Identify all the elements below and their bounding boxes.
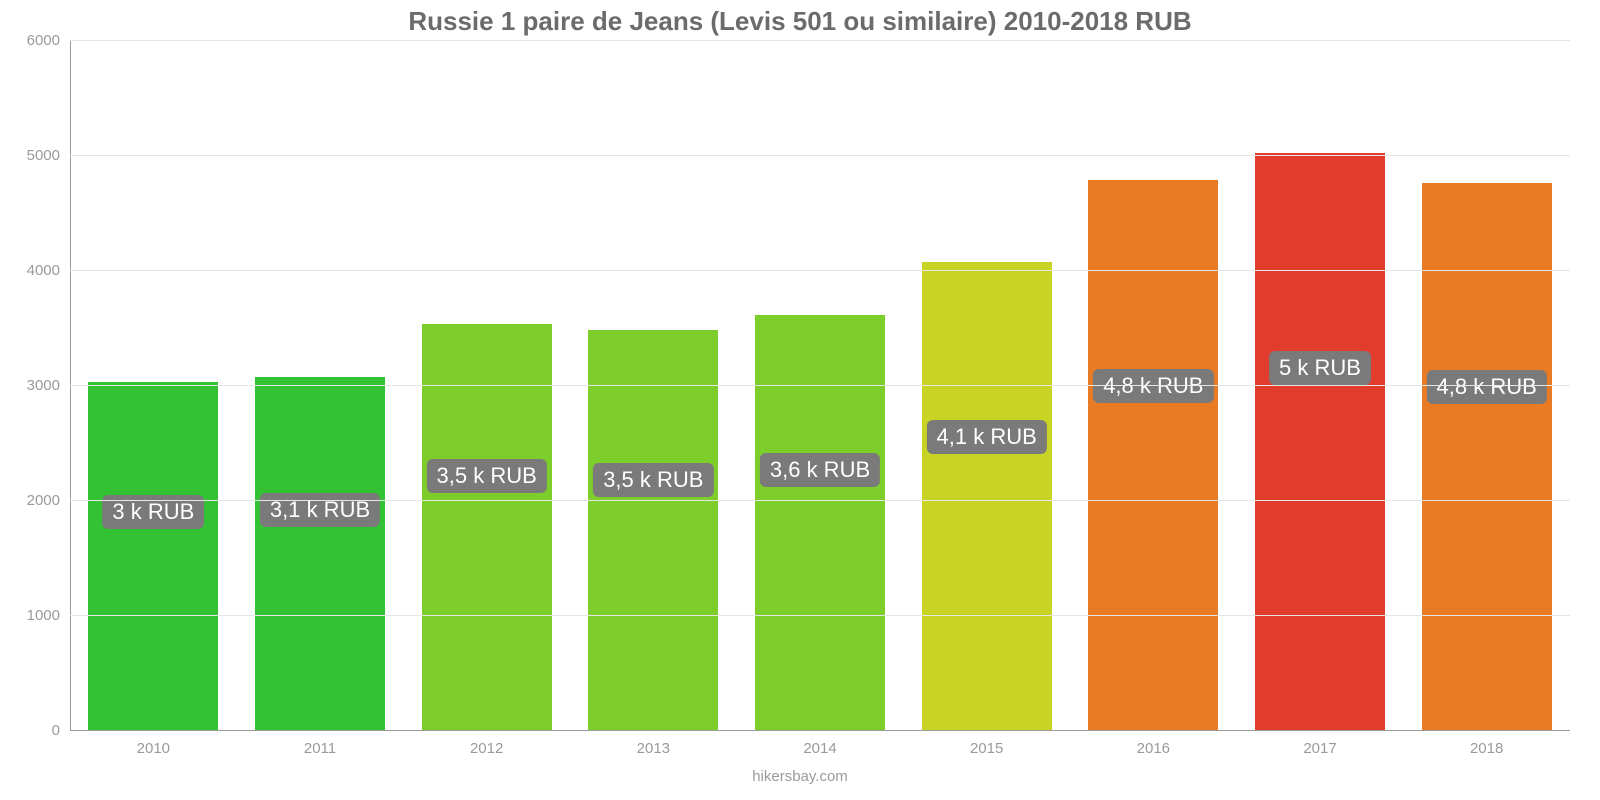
bar: [1255, 153, 1385, 730]
chart-title: Russie 1 paire de Jeans (Levis 501 ou si…: [0, 6, 1600, 37]
x-axis-line: [70, 730, 1570, 731]
x-tick-label: 2014: [803, 740, 836, 757]
x-tick-label: 2018: [1470, 740, 1503, 757]
bar: [588, 330, 718, 730]
y-tick-label: 3000: [0, 377, 60, 394]
x-tick-label: 2012: [470, 740, 503, 757]
x-axis: 2010 2011 2012 2013 2014 2015 2016 2017 2018: [70, 740, 1570, 770]
grid-line: [70, 270, 1570, 271]
bar-value-label: 3,5 k RUB: [593, 463, 713, 497]
bar: [1088, 180, 1218, 730]
bar-value-label: 4,1 k RUB: [927, 420, 1047, 454]
grid-line: [70, 40, 1570, 41]
grid-line: [70, 155, 1570, 156]
y-tick-label: 5000: [0, 147, 60, 164]
bar-value-label: 3,6 k RUB: [760, 453, 880, 487]
source-credit: hikersbay.com: [0, 768, 1600, 785]
y-tick-label: 1000: [0, 607, 60, 624]
bar: [755, 315, 885, 730]
x-tick-label: 2016: [1137, 740, 1170, 757]
y-tick-label: 2000: [0, 492, 60, 509]
chart-container: Russie 1 paire de Jeans (Levis 501 ou si…: [0, 0, 1600, 800]
bar: [922, 262, 1052, 730]
bar-value-label: 4,8 k RUB: [1427, 370, 1547, 404]
grid-line: [70, 385, 1570, 386]
x-tick-label: 2011: [304, 740, 336, 757]
bar-value-label: 3,5 k RUB: [427, 459, 547, 493]
grid-line: [70, 500, 1570, 501]
bar-value-label: 5 k RUB: [1269, 351, 1371, 385]
y-tick-label: 6000: [0, 32, 60, 49]
x-tick-label: 2013: [637, 740, 670, 757]
x-tick-label: 2010: [137, 740, 170, 757]
grid-line: [70, 615, 1570, 616]
bar: [255, 377, 385, 730]
x-tick-label: 2017: [1303, 740, 1336, 757]
bar-value-label: 3,1 k RUB: [260, 493, 380, 527]
y-tick-label: 4000: [0, 262, 60, 279]
y-tick-label: 0: [0, 722, 60, 739]
x-tick-label: 2015: [970, 740, 1003, 757]
plot-area: 3 k RUB3,1 k RUB3,5 k RUB3,5 k RUB3,6 k …: [70, 40, 1570, 730]
bar: [88, 382, 218, 730]
bar: [1422, 183, 1552, 730]
